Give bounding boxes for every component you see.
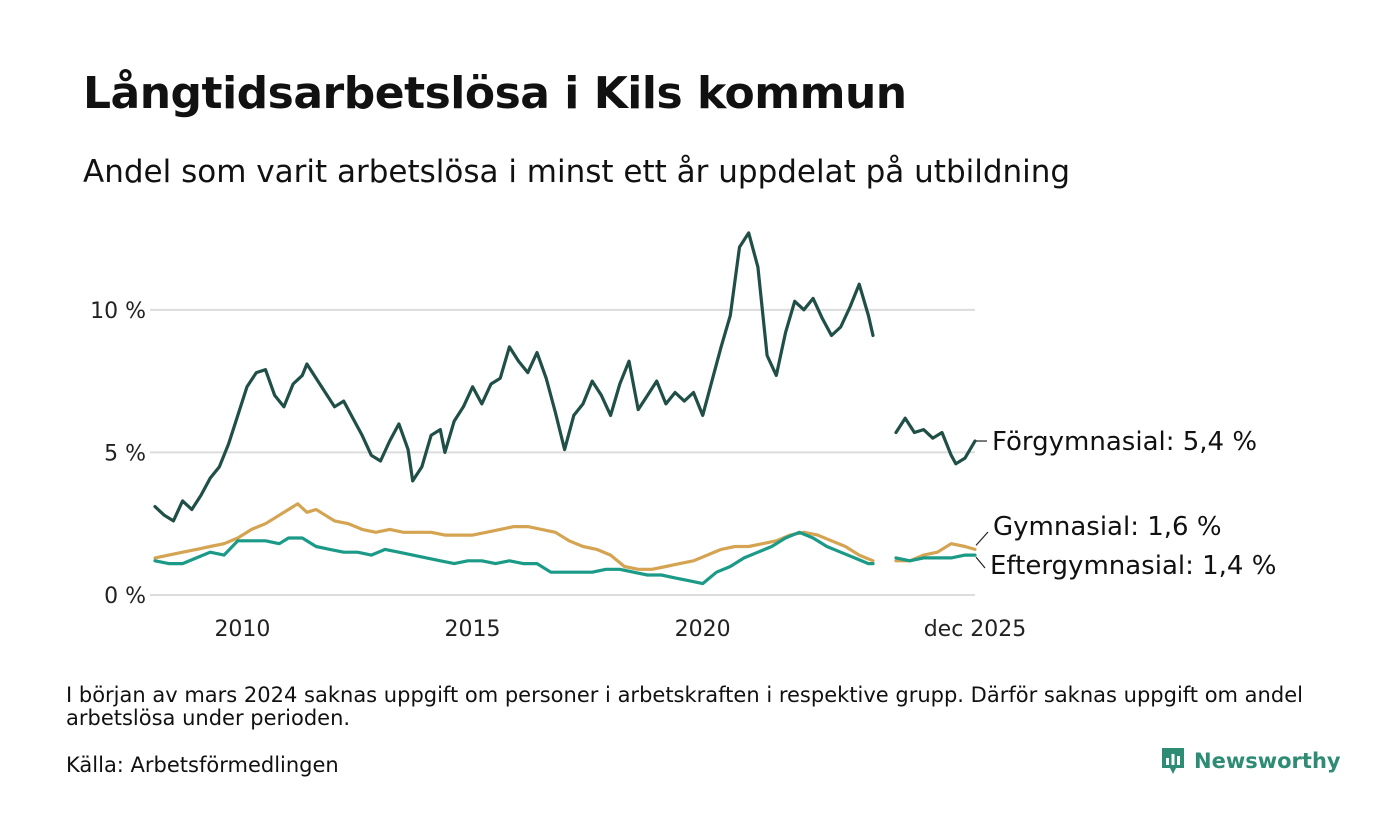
x-tick-label: 2010 [214,617,270,642]
end-label-leader [975,531,989,546]
line-chart: 0 % 5 % 10 % 2010 2015 2020 dec 2025 Förgymnasi… [90,231,1276,642]
x-tick-label: dec 2025 [924,617,1027,642]
footnote: I början av mars 2024 saknas uppgift om … [66,683,1303,730]
newsworthy-logo-icon [1162,748,1184,774]
source-credit: Källa: Arbetsförmedlingen [66,753,339,777]
end-label-gymnasial: Gymnasial: 1,6 % [993,512,1222,542]
y-tick-label: 10 % [90,299,146,324]
x-tick-label: 2015 [445,617,501,642]
newsworthy-logo: Newsworthy [1160,746,1341,776]
series-line-eftergymnasial [153,530,977,586]
chart-subtitle: Andel som varit arbetslösa i minst ett å… [83,154,1071,190]
end-label-leader [975,556,986,569]
newsworthy-logo-text: Newsworthy [1194,749,1341,773]
series-line-förgymnasial [153,231,977,523]
chart-title: Långtidsarbetslösa i Kils kommun [83,68,907,119]
y-tick-label: 5 % [104,441,146,466]
y-tick-label: 0 % [104,584,146,609]
end-label-förgymnasial: Förgymnasial: 5,4 % [992,427,1257,457]
x-tick-label: 2020 [675,617,731,642]
series-line-gymnasial [153,502,977,571]
end-label-eftergymnasial: Eftergymnasial: 1,4 % [990,551,1276,581]
